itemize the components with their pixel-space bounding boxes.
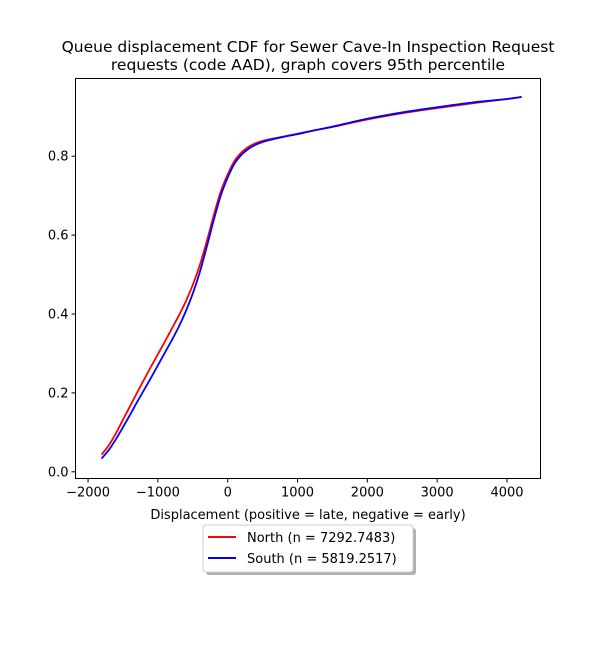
y-tick-label: 0.2 [48, 386, 69, 401]
x-tick-label: −2000 [66, 486, 110, 501]
chart-title-line-2: requests (code AAD), graph covers 95th p… [111, 56, 505, 74]
y-axis: 0.0 0.2 0.4 0.6 0.8 [48, 150, 76, 480]
chart-title-line-1: Queue displacement CDF for Sewer Cave-In… [62, 38, 555, 56]
x-tick-label: −1000 [136, 486, 180, 501]
x-tick-label: 1000 [281, 486, 314, 501]
y-tick-label: 0.6 [48, 229, 69, 244]
series-line-north [101, 96, 522, 455]
y-tick-label: 0.4 [48, 308, 69, 323]
x-axis-label: Displacement (positive = late, negative … [150, 508, 465, 523]
x-tick-label: 3000 [421, 486, 454, 501]
series-line-south [101, 96, 522, 459]
legend-box [202, 524, 414, 573]
x-tick-label: 4000 [490, 486, 523, 501]
series-layer [101, 96, 522, 459]
x-tick-label: 0 [224, 486, 232, 501]
x-tick-label: 2000 [351, 486, 384, 501]
y-tick-label: 0.8 [48, 150, 69, 165]
x-axis: −2000 −1000 0 1000 2000 3000 4000 [66, 478, 524, 501]
legend-label-south: South (n = 5819.2517) [247, 552, 397, 567]
legend: North (n = 7292.7483) South (n = 5819.25… [202, 524, 416, 575]
y-tick-label: 0.0 [48, 465, 69, 480]
legend-label-north: North (n = 7292.7483) [247, 531, 395, 546]
plot-area [75, 78, 541, 479]
